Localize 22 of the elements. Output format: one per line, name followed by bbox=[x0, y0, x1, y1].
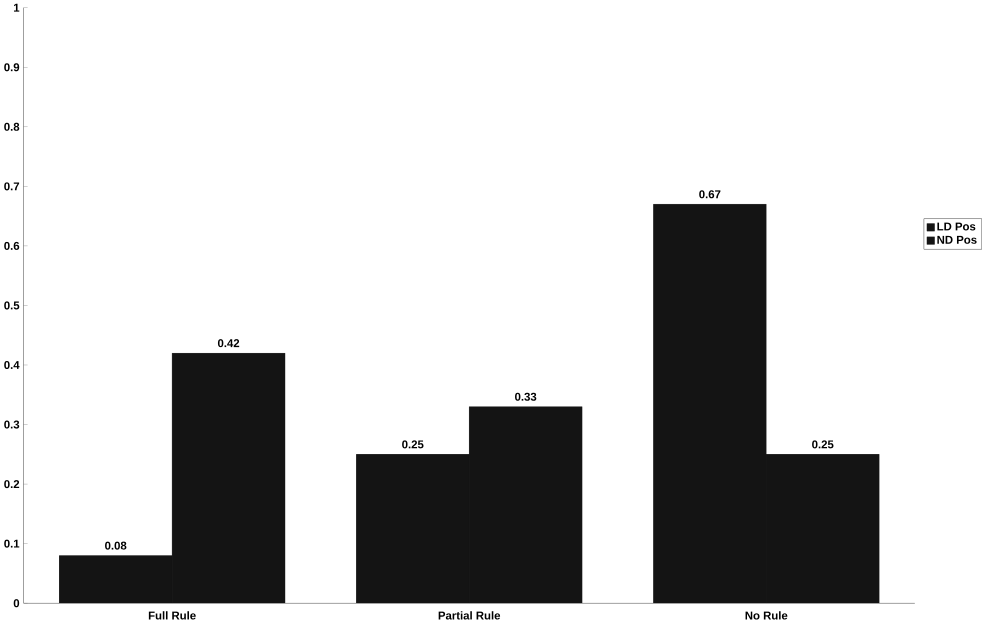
y-tick-label: 0.2 bbox=[4, 480, 20, 488]
data-label: 0.25 bbox=[402, 440, 424, 448]
data-label: 0.25 bbox=[812, 440, 834, 448]
data-label: 0.08 bbox=[105, 541, 126, 550]
y-tick-label: 0 bbox=[14, 598, 20, 608]
legend-label: LD Pos bbox=[937, 222, 976, 230]
y-tick-label: 1 bbox=[14, 4, 20, 12]
data-label: 0.33 bbox=[515, 392, 536, 401]
data-label: 0.67 bbox=[699, 190, 720, 198]
y-tick-label: 0.7 bbox=[4, 182, 20, 190]
x-tick-label: Partial Rule bbox=[438, 611, 500, 620]
y-tick-label: 0.8 bbox=[4, 122, 20, 131]
x-tick-label: No Rule bbox=[746, 611, 788, 620]
y-tick-label: 0.1 bbox=[4, 539, 20, 548]
legend-label: ND Pos bbox=[937, 236, 977, 244]
data-label: 0.42 bbox=[218, 338, 240, 348]
y-tick-label: 0.6 bbox=[4, 242, 20, 250]
y-tick-label: 0.9 bbox=[4, 63, 20, 72]
y-tick-label: 0.4 bbox=[4, 360, 20, 369]
y-tick-label: 0.3 bbox=[4, 420, 20, 428]
y-tick-label: 0.5 bbox=[4, 301, 20, 310]
x-tick-label: Full Rule bbox=[148, 611, 196, 620]
